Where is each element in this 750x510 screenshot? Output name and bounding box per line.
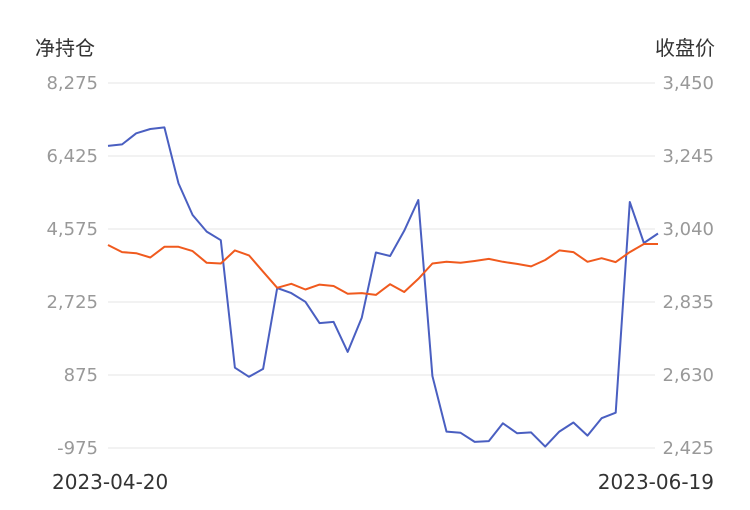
x-start-label: 2023-04-20 <box>52 470 168 494</box>
right-tick-label: 3,245 <box>662 146 714 167</box>
left-tick-label: 4,575 <box>46 219 98 240</box>
right-tick-label: 2,630 <box>662 365 714 386</box>
right-axis-title: 收盘价 <box>655 36 715 60</box>
left-axis-series-line <box>107 126 659 448</box>
right-tick-label: 2,835 <box>662 292 714 313</box>
right-tick-label: 3,040 <box>662 219 714 240</box>
left-tick-label: 8,275 <box>46 73 98 94</box>
left-axis-title: 净持仓 <box>35 36 95 60</box>
axis-ticks: 8,275 3,450 6,425 3,245 4,575 3,040 2,725 2,835… <box>46 73 714 459</box>
series-lines <box>107 126 659 448</box>
right-tick-label: 2,425 <box>662 438 714 459</box>
left-tick-label: 875 <box>64 365 98 386</box>
x-end-label: 2023-06-19 <box>598 470 714 494</box>
right-axis-series-line <box>107 243 658 296</box>
left-tick-label: 2,725 <box>46 292 98 313</box>
left-tick-label: 6,425 <box>46 146 98 167</box>
right-tick-label: 3,450 <box>662 73 714 94</box>
left-tick-label: -975 <box>57 438 98 459</box>
gridlines <box>108 82 655 449</box>
